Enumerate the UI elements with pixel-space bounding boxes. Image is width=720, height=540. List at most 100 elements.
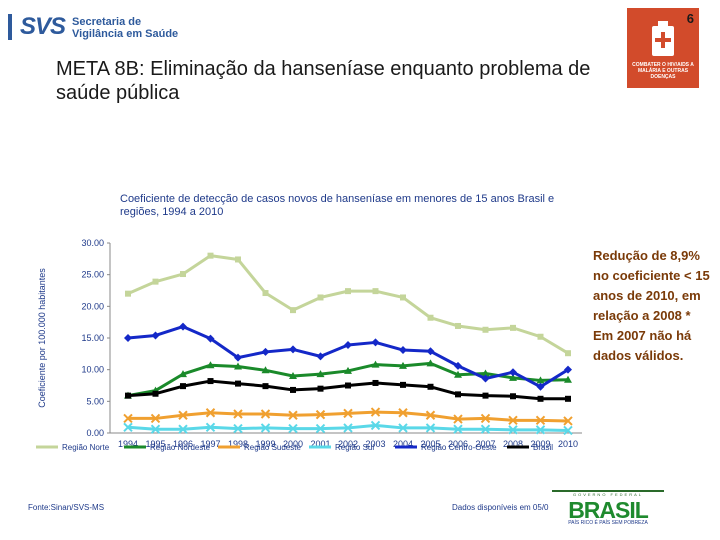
- data-point: [535, 415, 546, 426]
- data-point: [454, 361, 462, 370]
- x-tick-label: 2008: [503, 439, 523, 449]
- data-point: [178, 424, 188, 434]
- data-point: [480, 413, 491, 424]
- data-point: [370, 420, 381, 431]
- data-point: [233, 409, 243, 419]
- data-point: [371, 360, 380, 368]
- data-point: [206, 334, 215, 343]
- data-point: [234, 362, 242, 370]
- data-point: [565, 395, 571, 402]
- data-point: [178, 410, 188, 420]
- brasil-logo-slogan: PAÍS RICO É PAÍS SEM POBREZA: [568, 520, 648, 526]
- data-point: [425, 423, 436, 433]
- data-point: [398, 423, 408, 433]
- y-tick-label: 30.00: [81, 238, 104, 248]
- legend-label: Região Nordeste: [150, 443, 211, 452]
- data-point: [262, 290, 269, 297]
- data-point: [563, 425, 573, 436]
- data-point: [481, 369, 490, 377]
- data-point: [207, 252, 214, 259]
- data-point: [316, 352, 325, 361]
- mdg-goal-badge: 6 COMBATER O HIV/AIDS A MALÁRIA E OUTRAS…: [627, 8, 699, 88]
- x-tick-label: 2001: [310, 439, 330, 449]
- brasil-logo-rule: [552, 490, 664, 492]
- data-point: [425, 410, 436, 420]
- series-line: [127, 325, 569, 389]
- chart-title: Coeficiente de detecção de casos novos d…: [120, 193, 555, 218]
- data-point: [152, 390, 159, 397]
- data-point: [426, 359, 435, 367]
- data-point: [564, 365, 572, 374]
- data-point: [206, 361, 215, 369]
- data-point: [454, 370, 462, 378]
- x-tick-label: 1998: [228, 439, 248, 449]
- data-point: [125, 392, 131, 399]
- x-tick-label: 1997: [200, 439, 220, 449]
- data-point: [289, 372, 297, 379]
- x-tick-label: 2009: [530, 439, 550, 449]
- svs-logo: SVS: [20, 13, 66, 40]
- y-tick-label: 15.00: [81, 333, 104, 343]
- reduction-note: Redução de 8,9% no coeficiente < 15 anos…: [593, 248, 710, 363]
- y-tick-label: 20.00: [81, 301, 104, 311]
- data-point: [509, 368, 517, 377]
- data-point: [344, 340, 352, 349]
- data-point: [453, 424, 463, 434]
- data-point: [205, 422, 216, 433]
- data-point: [370, 407, 381, 417]
- data-point: [180, 271, 186, 278]
- data-point: [315, 409, 326, 420]
- data-point: [343, 423, 353, 433]
- x-tick-label: 2006: [448, 439, 468, 449]
- data-point: [235, 380, 241, 387]
- data-point: [344, 366, 352, 374]
- data-point: [426, 347, 435, 356]
- y-tick-label: 25.00: [81, 270, 104, 280]
- y-tick-label: 0.00: [86, 428, 104, 438]
- x-tick-label: 1999: [255, 439, 275, 449]
- x-tick-label: 2002: [338, 439, 358, 449]
- logo-text-line2: Vigilância em Saúde: [72, 28, 179, 40]
- line-chart: 0.00 5.00 10.00 15.00 20.00 25.00 30.00 1994 199…: [36, 238, 582, 452]
- data-point: [564, 375, 572, 383]
- data-point: [260, 409, 271, 419]
- x-tick-label: 1995: [145, 439, 165, 449]
- data-point: [290, 386, 296, 393]
- data-point: [125, 290, 131, 297]
- data-point: [317, 385, 324, 392]
- data-point: [150, 424, 161, 434]
- goal-number: 6: [686, 11, 694, 26]
- medicine-kit-icon: [652, 21, 674, 56]
- data-point: [180, 383, 186, 390]
- x-tick-label: 2000: [283, 439, 303, 449]
- data-point: [234, 353, 242, 362]
- data-point: [481, 374, 490, 383]
- data-point: [290, 307, 296, 314]
- data-point: [372, 288, 379, 295]
- logo-text-line1: Secretaria de: [72, 16, 142, 28]
- data-point: [179, 322, 187, 331]
- y-tick-label: 10.00: [81, 365, 104, 375]
- data-point: [315, 423, 326, 434]
- data-point: [150, 413, 161, 424]
- data-point: [565, 350, 571, 357]
- data-point: [207, 378, 214, 385]
- data-point: [289, 345, 297, 354]
- x-tick-label: 1996: [173, 439, 193, 449]
- data-point: [151, 331, 160, 340]
- data-point: [536, 382, 545, 391]
- data-point: [400, 381, 406, 388]
- slide-title: META 8B: Eliminação da hanseníase enquan…: [56, 58, 591, 104]
- data-point: [398, 408, 408, 418]
- data-point: [510, 324, 516, 331]
- data-point: [537, 395, 544, 402]
- data-point: [508, 425, 518, 435]
- x-tick-label: 2004: [393, 439, 413, 449]
- x-tick-label: 1994: [118, 439, 138, 449]
- data-point: [317, 294, 324, 301]
- data-point: [509, 373, 517, 381]
- data-point: [179, 370, 187, 378]
- data-point: [262, 383, 269, 390]
- data-point: [316, 370, 325, 378]
- data-point: [563, 416, 573, 426]
